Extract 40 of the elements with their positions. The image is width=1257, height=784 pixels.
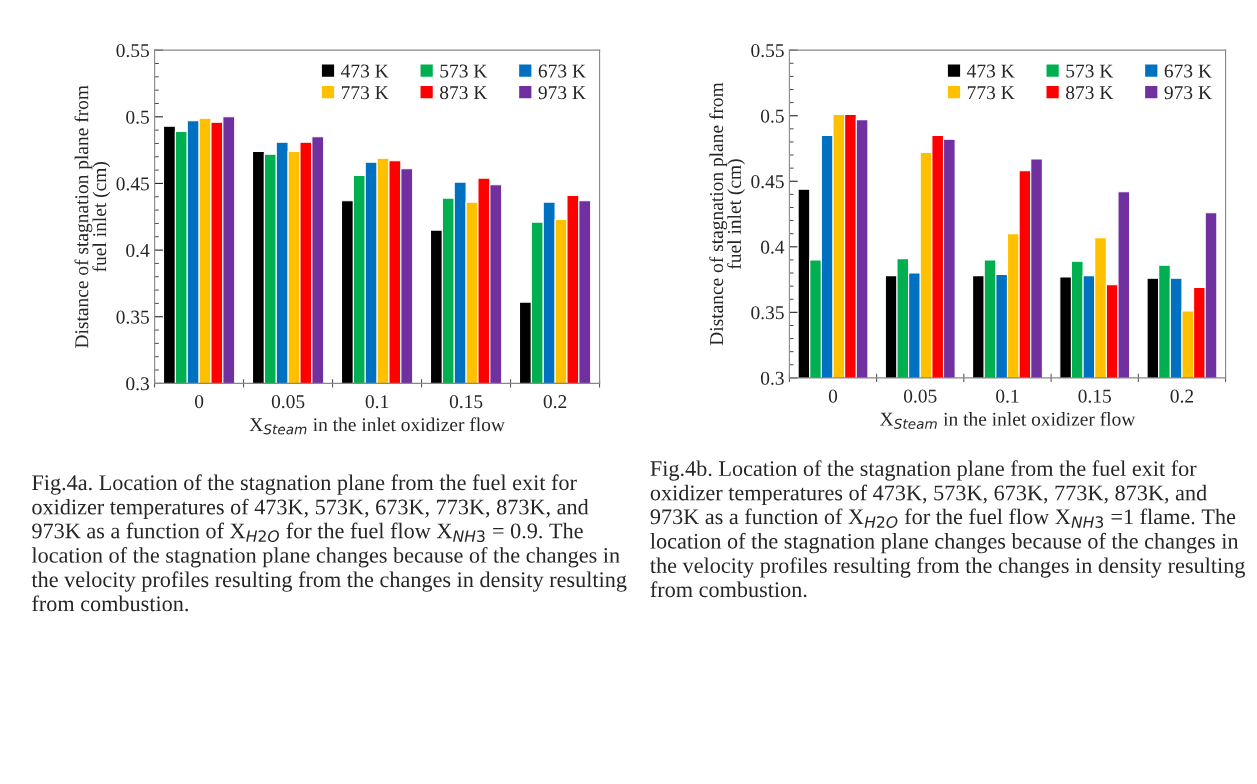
x-tick-label: 0.15 (1078, 389, 1111, 403)
legend-label: 873 K (1066, 86, 1114, 100)
legend-label: 573 K (440, 64, 488, 78)
y-tick-label: 0.55 (751, 43, 784, 58)
legend-label: 873 K (440, 86, 488, 100)
y-tick-label: 0.3 (126, 377, 149, 391)
y-axis-title: Distance of stagnation plane from fuel inlet (cm) (74, 85, 111, 348)
x-tick-label: 0.1 (996, 389, 1019, 403)
x-tick-label: 0.1 (365, 395, 389, 409)
y-tick-label: 0.4 (760, 240, 785, 254)
x-tick-label: 0 (828, 389, 838, 403)
y-tick-label: 0.5 (126, 110, 149, 124)
y-tick-label: 0.4 (126, 243, 150, 258)
legend-label: 473 K (967, 64, 1015, 78)
legend-label: 773 K (341, 86, 389, 100)
y-tick-label: 0.5 (760, 109, 784, 123)
legend-label: 673 K (538, 64, 586, 78)
legend-label: 773 K (967, 86, 1015, 100)
legend-label: 673 K (1164, 64, 1212, 78)
legend-label: 973 K (538, 86, 586, 100)
text: Fig.4a. Location of the stagnation plane from the fuel exit for oxidizer temperatures of 473K, 573K, 673K, 773K, 873K, and 973K as a function of X$_{H2O}$ for the fuel flow X$_{NH3}$ = 0.9. The location of the stagnation plane changes because of the changes in the velocity profiles resulting from the changes in density resulting from combustion. (31, 474, 627, 612)
y-tick-label: 0.35 (751, 306, 784, 320)
y-tick-label: 0.35 (116, 310, 149, 324)
x-tick-label: 0.2 (1170, 389, 1194, 403)
x-tick-label: 0 (194, 395, 204, 409)
x-tick-label: 0.2 (543, 395, 567, 409)
x-axis-title: X$_{Steam}$ in the inlet oxidizer flow (249, 417, 505, 435)
y-tick-label: 0.45 (116, 177, 149, 191)
legend-label: 973 K (1164, 86, 1212, 100)
x-tick-label: 0.05 (903, 389, 937, 403)
y-tick-label: 0.45 (751, 175, 784, 189)
legend-label: 473 K (341, 64, 389, 78)
x-axis-title: X$_{Steam}$ in the inlet oxidizer flow (879, 411, 1136, 429)
y-axis-title: Distance of stagnation plane from fuel inlet (cm) (709, 82, 745, 346)
y-tick-label: 0.55 (116, 43, 149, 58)
y-tick-label: 0.3 (760, 371, 784, 385)
text: Fig.4b. Location of the stagnation plane from the fuel exit for oxidizer temperatures of 473K, 573K, 673K, 773K, 873K, and 973K as a function of X$_{H2O}$ for the fuel flow X$_{NH3}$ =1 flame. The location of the stagnation plane changes because of the changes in the velocity profiles resulting from the changes in density resulting from combustion. (650, 460, 1245, 598)
legend-label: 573 K (1066, 64, 1114, 78)
x-tick-label: 0.05 (271, 395, 305, 409)
x-tick-label: 0.15 (449, 395, 483, 409)
